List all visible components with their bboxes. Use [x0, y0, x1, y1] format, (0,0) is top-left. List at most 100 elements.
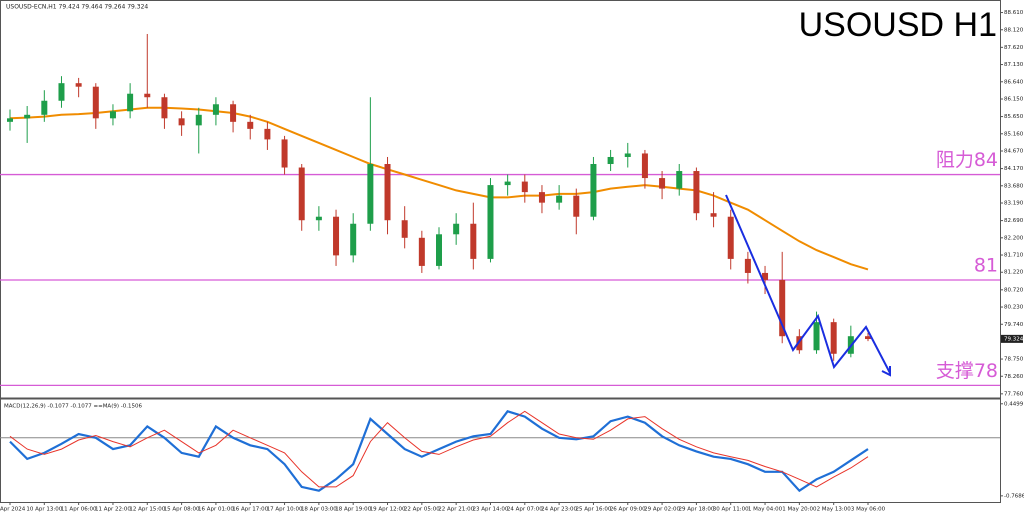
trend-annotation [725, 194, 891, 377]
level-label: 阻力84 [936, 149, 998, 171]
candle-body [264, 128, 271, 140]
y-tick-label: 81.710 [1004, 253, 1024, 259]
candle-body [144, 93, 151, 98]
last-price-box [1001, 334, 1023, 343]
y-tick-label: 78.750 [1004, 357, 1024, 363]
x-tick-label: 18 Apr 03:00 [301, 507, 337, 513]
x-tick-label: 24 Apr 23:00 [541, 507, 577, 513]
x-tick-label: 18 Apr 19:00 [335, 507, 371, 513]
level-label: 支撑78 [936, 360, 998, 382]
candle-body [573, 195, 580, 217]
x-tick-label: 24 Apr 07:00 [507, 507, 543, 513]
y-tick-label: 83.190 [1004, 201, 1024, 207]
candle-body [693, 171, 700, 214]
candle-body [178, 118, 185, 126]
macd-header: MACD(12,26,9) -0.1077 -0.1077 ==MA(9) -0… [4, 404, 142, 410]
candle-body [195, 114, 202, 126]
candle-body [350, 223, 357, 256]
x-tick-label: 30 Apr 11:00 [713, 507, 749, 513]
symbol-header: USOUSD-ECN,H1 79.424 79.464 79.264 79.32… [6, 4, 148, 11]
x-tick-label: 26 Apr 09:00 [610, 507, 646, 513]
candle-body [762, 272, 769, 280]
x-tick-label: 22 Apr 21:00 [438, 507, 474, 513]
candle-body [127, 93, 134, 112]
candle-body [641, 153, 648, 179]
candle-body [7, 118, 13, 122]
x-tick-label: 17 Apr 10:00 [267, 507, 303, 513]
level-label: 81 [974, 254, 998, 276]
candle-body [607, 156, 614, 165]
candle-body [676, 171, 683, 189]
signal-line [9, 410, 869, 488]
candle-body [538, 192, 545, 203]
y-tick-label: -0.7686 [1004, 493, 1024, 499]
candle-body [436, 234, 442, 266]
y-tick-label: 77.760 [1004, 391, 1024, 397]
x-tick-label: 1 May 20:00 [782, 507, 817, 513]
x-tick-label: 2 May 13:00 [817, 507, 852, 513]
candle-body [333, 216, 340, 256]
x-tick-label: 1 May 04:00 [748, 507, 783, 513]
y-tick-label: 87.130 [1004, 62, 1024, 68]
y-tick-label: 79.740 [1004, 322, 1024, 328]
candle-body [41, 100, 48, 115]
candle-body [58, 83, 65, 101]
x-tick-label: 29 Apr 18:00 [678, 507, 714, 513]
x-tick-label: 3 May 06:00 [851, 507, 886, 513]
last-price-label: 79.324 [1004, 336, 1024, 342]
candle-body [367, 164, 374, 224]
candle-body [453, 223, 460, 235]
x-tick-label: 22 Apr 05:00 [404, 507, 440, 513]
y-tick-label: 86.640 [1004, 79, 1024, 85]
x-tick-label: 15 Apr 08:00 [164, 507, 200, 513]
y-tick-label: 88.610 [1004, 10, 1024, 16]
y-tick-label: 82.200 [1004, 235, 1024, 241]
x-tick-label: 16 Apr 17:00 [232, 507, 268, 513]
y-tick-label: 80.720 [1004, 287, 1024, 293]
arrow-head [881, 366, 891, 377]
x-tick-label: 16 Apr 01:00 [198, 507, 234, 513]
candle-body [247, 121, 254, 129]
x-tick-label: 10 Apr 13:00 [26, 507, 62, 513]
y-tick-label: 84.670 [1004, 149, 1024, 155]
moving-average [9, 106, 869, 271]
candle-body [521, 181, 528, 193]
candle-body [161, 97, 168, 119]
candle-body [865, 336, 871, 340]
y-tick-label: 85.160 [1004, 131, 1024, 137]
y-tick-label: 87.620 [1004, 45, 1024, 51]
candle-body [727, 216, 734, 259]
macd-line [9, 410, 869, 493]
y-tick-label: 88.120 [1004, 27, 1024, 33]
x-tick-label: 11 Apr 22:00 [95, 507, 131, 513]
y-tick-label: 80.230 [1004, 305, 1024, 311]
candle-body [298, 167, 305, 221]
candle-body [401, 220, 408, 238]
y-tick-label: 86.150 [1004, 96, 1024, 102]
candle-body [470, 223, 477, 259]
y-tick-label: 84.170 [1004, 166, 1024, 172]
y-tick-label: 82.690 [1004, 218, 1024, 224]
y-tick-label: 81.220 [1004, 270, 1024, 276]
candle-body [830, 322, 837, 354]
plot-frame [0, 0, 1001, 503]
x-tick-label: 29 Apr 02:00 [644, 507, 680, 513]
y-tick-label: 78.260 [1004, 374, 1024, 380]
candle-body [92, 86, 99, 119]
candle-body [659, 178, 666, 189]
candle-body [212, 104, 219, 115]
candle-body [487, 185, 494, 259]
x-tick-label: 11 Apr 06:00 [61, 507, 97, 513]
chart-title: USOUSD H1 [799, 6, 997, 44]
candle-body [75, 83, 82, 87]
candle-body [556, 195, 563, 203]
candle-body [24, 114, 31, 119]
y-tick-label: 0.4499 [1004, 401, 1024, 407]
candle-body [710, 213, 717, 217]
candle-body [230, 104, 237, 122]
candle-body [418, 237, 425, 266]
candle-body [315, 216, 322, 221]
zigzag-path [725, 194, 891, 374]
candle-body [590, 164, 597, 217]
